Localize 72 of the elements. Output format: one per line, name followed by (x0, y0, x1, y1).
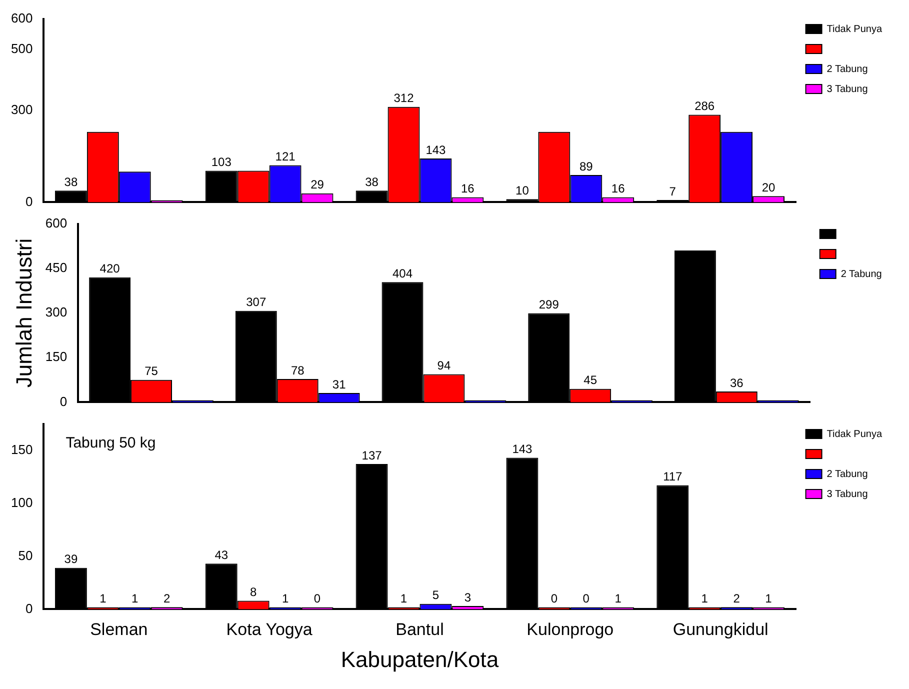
data-label: 36 (730, 376, 744, 390)
x-tick-label: Bantul (396, 620, 444, 640)
data-label: 1 (400, 592, 408, 606)
data-label: 16 (461, 182, 475, 196)
data-label: 3 (464, 590, 472, 604)
data-label: 117 (663, 470, 683, 484)
data-label: 143 (512, 442, 533, 456)
legend-label: 2 Tabung (826, 468, 868, 480)
data-label: 16 (611, 182, 626, 196)
x-axis-title: Kabupaten/Kota (340, 646, 500, 672)
y-tick-label: 0 (25, 600, 33, 616)
data-label: 312 (394, 91, 414, 106)
data-label: 29 (310, 178, 324, 192)
data-label: 20 (762, 180, 776, 194)
y-tick-label: 150 (10, 442, 33, 457)
y-tick-label: 150 (45, 349, 68, 364)
x-tick-label: Kota Yogya (226, 620, 313, 640)
y-tick-label: 600 (45, 215, 68, 230)
data-label: 1 (132, 592, 139, 606)
data-label: 0 (582, 592, 590, 606)
legend-label: 3 Tabung (826, 488, 868, 500)
data-label: 7 (669, 184, 676, 198)
data-label: 38 (365, 174, 379, 189)
legend-label: 2 Tabung (826, 64, 868, 75)
y-tick-label: 500 (10, 40, 33, 56)
data-label: 0 (550, 592, 558, 606)
data-label: 103 (211, 155, 232, 170)
y-tick-label: 600 (10, 10, 33, 26)
data-label: 2 (164, 591, 170, 606)
data-label: 1 (765, 592, 772, 606)
y-tick-label: 100 (10, 494, 33, 510)
y-tick-label: 300 (45, 304, 68, 320)
data-label: 10 (516, 183, 530, 198)
x-tick-label: Sleman (90, 620, 148, 640)
data-label: 404 (392, 266, 413, 280)
y-tick-label: 0 (60, 394, 68, 409)
legend-label: 2 Tabung (840, 268, 882, 280)
data-label: 78 (290, 363, 305, 378)
data-label: 137 (362, 448, 382, 462)
data-label: 1 (614, 592, 622, 606)
y-axis-title: Jumlah Industri (11, 238, 36, 388)
data-label: 31 (332, 377, 346, 392)
y-tick-label: 0 (25, 194, 33, 209)
annotation: Tabung 50 kg (66, 434, 156, 452)
data-label: 8 (250, 585, 257, 600)
data-label: 94 (437, 358, 451, 373)
data-label: 45 (584, 373, 598, 388)
data-label: 420 (100, 262, 120, 276)
data-label: 0 (314, 592, 321, 606)
data-label: 143 (426, 142, 446, 157)
y-tick-label: 450 (45, 260, 68, 275)
data-label: 1 (701, 592, 708, 606)
legend-label: 3 Tabung (826, 84, 868, 95)
data-label: 39 (64, 552, 78, 566)
x-tick-label: Kulonprogo (526, 620, 614, 640)
x-tick-label: Gunungkidul (672, 620, 768, 640)
data-label: 307 (246, 295, 266, 310)
y-tick-label: 50 (18, 548, 33, 563)
legend-label: Tidak Punya (826, 428, 882, 440)
y-tick-label: 300 (10, 102, 33, 118)
data-label: 121 (275, 150, 296, 164)
data-label: 89 (579, 159, 594, 174)
data-label: 2 (733, 591, 740, 606)
data-label: 286 (694, 99, 715, 114)
data-label: 299 (538, 298, 560, 312)
legend-label: Tidak Punya (826, 24, 882, 35)
data-label: 1 (100, 592, 107, 606)
data-label: 38 (64, 174, 78, 189)
data-label: 75 (144, 364, 158, 378)
data-label: 43 (214, 548, 228, 562)
data-label: 1 (282, 592, 289, 606)
data-label: 5 (432, 588, 440, 602)
